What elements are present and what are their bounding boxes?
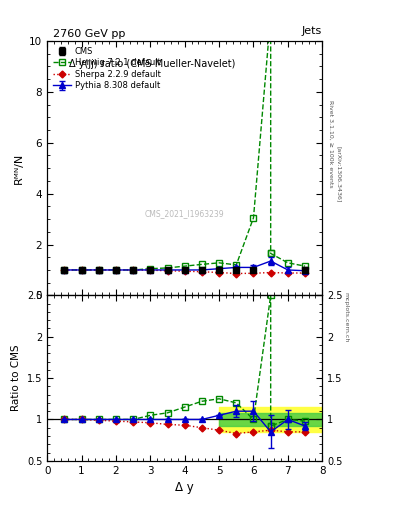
- Text: CMS_2021_I1963239: CMS_2021_I1963239: [145, 209, 224, 219]
- Sherpa 2.2.9 default: [200, 269, 204, 275]
- Herwig 7.2.1 default: [251, 215, 256, 221]
- X-axis label: Δ y: Δ y: [175, 481, 194, 494]
- Y-axis label: Ratio to CMS: Ratio to CMS: [11, 345, 21, 412]
- Sherpa 2.2.9 default: [96, 267, 101, 273]
- Herwig 7.2.1 default: [62, 267, 67, 273]
- Herwig 7.2.1 default: [182, 263, 187, 269]
- Herwig 7.2.1 default: [200, 261, 204, 267]
- Herwig 7.2.1 default: [148, 266, 152, 272]
- Sherpa 2.2.9 default: [286, 270, 290, 276]
- Bar: [219, 407, 322, 432]
- Herwig 7.2.1 default: [303, 263, 307, 269]
- Bar: [219, 413, 322, 426]
- Sherpa 2.2.9 default: [217, 269, 222, 275]
- Text: Jets: Jets: [302, 26, 322, 36]
- Text: [arXiv:1306.3436]: [arXiv:1306.3436]: [336, 146, 341, 202]
- Text: Δ y(jj) ratio (CMS Mueller-Navelet): Δ y(jj) ratio (CMS Mueller-Navelet): [68, 59, 235, 69]
- Sherpa 2.2.9 default: [148, 267, 152, 273]
- Line: Herwig 7.2.1 default: Herwig 7.2.1 default: [62, 13, 308, 273]
- Sherpa 2.2.9 default: [131, 267, 136, 273]
- Sherpa 2.2.9 default: [165, 268, 170, 274]
- Herwig 7.2.1 default: [217, 260, 222, 266]
- Sherpa 2.2.9 default: [114, 267, 118, 273]
- Herwig 7.2.1 default: [165, 265, 170, 271]
- Line: Sherpa 2.2.9 default: Sherpa 2.2.9 default: [62, 268, 307, 276]
- Sherpa 2.2.9 default: [268, 269, 273, 275]
- Herwig 7.2.1 default: [79, 267, 84, 273]
- Text: mcplots.cern.ch: mcplots.cern.ch: [344, 292, 349, 343]
- Herwig 7.2.1 default: [234, 262, 239, 268]
- Sherpa 2.2.9 default: [251, 270, 256, 276]
- Legend: CMS, Herwig 7.2.1 default, Sherpa 2.2.9 default, Pythia 8.308 default: CMS, Herwig 7.2.1 default, Sherpa 2.2.9 …: [51, 45, 162, 92]
- Text: 2760 GeV pp: 2760 GeV pp: [53, 29, 125, 39]
- Sherpa 2.2.9 default: [234, 270, 239, 276]
- Sherpa 2.2.9 default: [303, 270, 307, 276]
- Sherpa 2.2.9 default: [62, 267, 67, 273]
- Herwig 7.2.1 default: [268, 250, 273, 257]
- Herwig 7.2.1 default: [268, 12, 273, 18]
- Sherpa 2.2.9 default: [182, 268, 187, 274]
- Herwig 7.2.1 default: [286, 260, 290, 266]
- Text: Rivet 3.1.10, ≥ 100k events: Rivet 3.1.10, ≥ 100k events: [328, 99, 333, 187]
- Herwig 7.2.1 default: [131, 267, 136, 273]
- Herwig 7.2.1 default: [96, 267, 101, 273]
- Sherpa 2.2.9 default: [79, 267, 84, 273]
- Herwig 7.2.1 default: [114, 267, 118, 273]
- Herwig 7.2.1 default: [268, 250, 273, 257]
- Y-axis label: Rᴹᴺ/N: Rᴹᴺ/N: [14, 153, 24, 184]
